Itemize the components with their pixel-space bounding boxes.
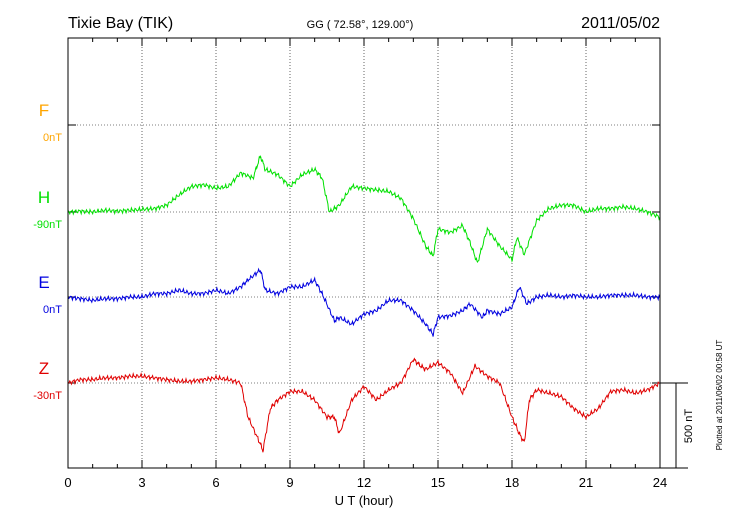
x-tick-label-21: 21 xyxy=(579,475,593,490)
chart-title: Tixie Bay (TIK) xyxy=(68,15,173,32)
series-line-H xyxy=(67,155,661,263)
series-baseline-E: 0nT xyxy=(43,304,62,316)
series-labels: F 0nT H -90nT E 0nT Z -30nT xyxy=(33,101,62,402)
series-baseline-H: -90nT xyxy=(33,219,62,231)
x-tick-label-24: 24 xyxy=(653,475,667,490)
x-tick-label-3: 3 xyxy=(138,475,145,490)
series-name-E: E xyxy=(38,273,49,292)
series-baseline-F: 0nT xyxy=(43,132,62,144)
x-tick-label-12: 12 xyxy=(357,475,371,490)
series-line-E xyxy=(67,267,661,337)
chart-date: 2011/05/02 xyxy=(581,15,660,32)
x-tick-label-0: 0 xyxy=(64,475,71,490)
series-layer xyxy=(67,155,661,453)
plotted-timestamp: Plotted at 2011/06/02 00:58 UT xyxy=(715,340,724,451)
series-name-H: H xyxy=(38,188,50,207)
x-tick-label-15: 15 xyxy=(431,475,445,490)
x-tick-label-9: 9 xyxy=(286,475,293,490)
x-axis: 0 3 6 9 12 15 18 21 24 xyxy=(64,38,667,490)
scale-bar: 500 nT xyxy=(660,382,695,469)
series-name-F: F xyxy=(39,101,49,120)
plot-frame xyxy=(67,37,661,469)
chart-coordinates: GG ( 72.58°, 129.00°) xyxy=(307,19,414,31)
x-tick-label-18: 18 xyxy=(505,475,519,490)
x-tick-label-6: 6 xyxy=(212,475,219,490)
series-baseline-Z: -30nT xyxy=(33,390,62,402)
series-name-Z: Z xyxy=(39,359,49,378)
x-axis-label: U T (hour) xyxy=(335,493,394,508)
grid-lines xyxy=(68,38,660,468)
series-line-Z xyxy=(67,357,661,453)
scale-bar-label: 500 nT xyxy=(683,409,695,444)
